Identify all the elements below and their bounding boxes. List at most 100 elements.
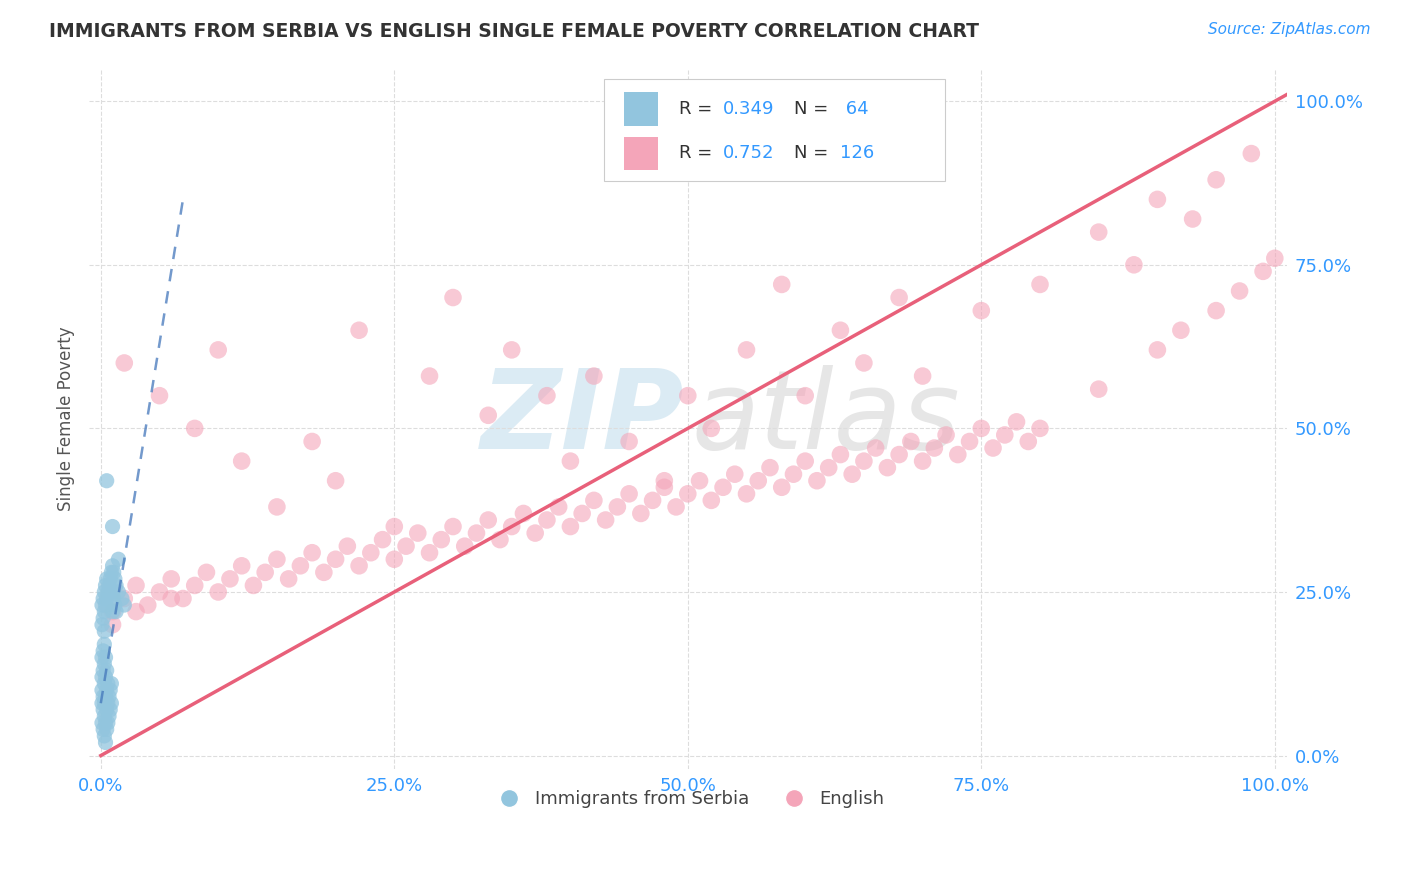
Point [97, 676, 120, 690]
Point [91, 611, 114, 625]
Point [536, 513, 558, 527]
Point [830, 323, 852, 337]
Point [125, 578, 148, 592]
Point [371, 533, 394, 547]
Point [652, 474, 675, 488]
Point [911, 454, 934, 468]
Point [1146, 343, 1168, 357]
Text: 0.752: 0.752 [723, 145, 775, 162]
Point [101, 617, 124, 632]
Point [477, 409, 499, 423]
Point [981, 441, 1004, 455]
Point [1029, 421, 1052, 435]
Point [735, 343, 758, 357]
Point [91, 690, 114, 704]
Point [101, 558, 124, 573]
Point [652, 480, 675, 494]
Point [830, 448, 852, 462]
Point [94, 650, 117, 665]
Point [817, 460, 839, 475]
Point [887, 291, 910, 305]
Point [266, 552, 288, 566]
Point [91, 723, 114, 737]
Point [1205, 303, 1227, 318]
Point [98, 578, 121, 592]
Point [970, 421, 993, 435]
Point [98, 709, 121, 723]
Point [96, 703, 118, 717]
Point [1029, 277, 1052, 292]
Point [93, 624, 115, 639]
Point [430, 533, 453, 547]
FancyBboxPatch shape [624, 92, 658, 126]
Point [724, 467, 747, 482]
Point [911, 369, 934, 384]
Point [841, 467, 863, 482]
Point [852, 454, 875, 468]
Point [477, 513, 499, 527]
Point [676, 389, 699, 403]
Point [524, 526, 547, 541]
Point [770, 277, 793, 292]
Point [207, 585, 229, 599]
Point [101, 605, 124, 619]
Point [107, 552, 129, 566]
Point [183, 421, 205, 435]
Point [91, 617, 114, 632]
Point [1005, 415, 1028, 429]
Point [207, 343, 229, 357]
Point [794, 389, 817, 403]
Point [105, 605, 128, 619]
Point [94, 715, 117, 730]
Point [94, 670, 117, 684]
Point [97, 585, 120, 599]
Text: ZIP: ZIP [481, 365, 685, 472]
Point [1229, 284, 1251, 298]
Point [711, 480, 734, 494]
Point [935, 428, 957, 442]
Point [183, 578, 205, 592]
Point [1087, 225, 1109, 239]
Point [946, 448, 969, 462]
Point [103, 591, 125, 606]
Point [747, 474, 769, 488]
Point [93, 729, 115, 743]
Point [441, 519, 464, 533]
Point [1240, 146, 1263, 161]
Point [852, 356, 875, 370]
Point [231, 454, 253, 468]
Text: 64: 64 [839, 100, 869, 118]
Point [103, 566, 125, 580]
Point [111, 591, 134, 606]
Point [689, 474, 711, 488]
Point [994, 428, 1017, 442]
Point [1181, 212, 1204, 227]
Point [606, 500, 628, 514]
Point [900, 434, 922, 449]
Point [105, 578, 128, 592]
Point [100, 676, 122, 690]
FancyBboxPatch shape [605, 79, 945, 180]
Point [96, 474, 118, 488]
Text: 126: 126 [839, 145, 875, 162]
Point [148, 585, 170, 599]
Point [160, 591, 183, 606]
Point [382, 552, 405, 566]
Point [770, 480, 793, 494]
Point [93, 585, 115, 599]
Point [101, 519, 124, 533]
Point [172, 591, 194, 606]
Point [96, 664, 118, 678]
Point [582, 369, 605, 384]
Point [96, 591, 118, 606]
Point [501, 519, 523, 533]
Point [560, 519, 582, 533]
Point [1251, 264, 1274, 278]
Point [547, 500, 569, 514]
Point [93, 657, 115, 671]
Point [91, 683, 114, 698]
Point [98, 690, 121, 704]
Point [100, 566, 122, 580]
Point [959, 434, 981, 449]
Point [93, 605, 115, 619]
